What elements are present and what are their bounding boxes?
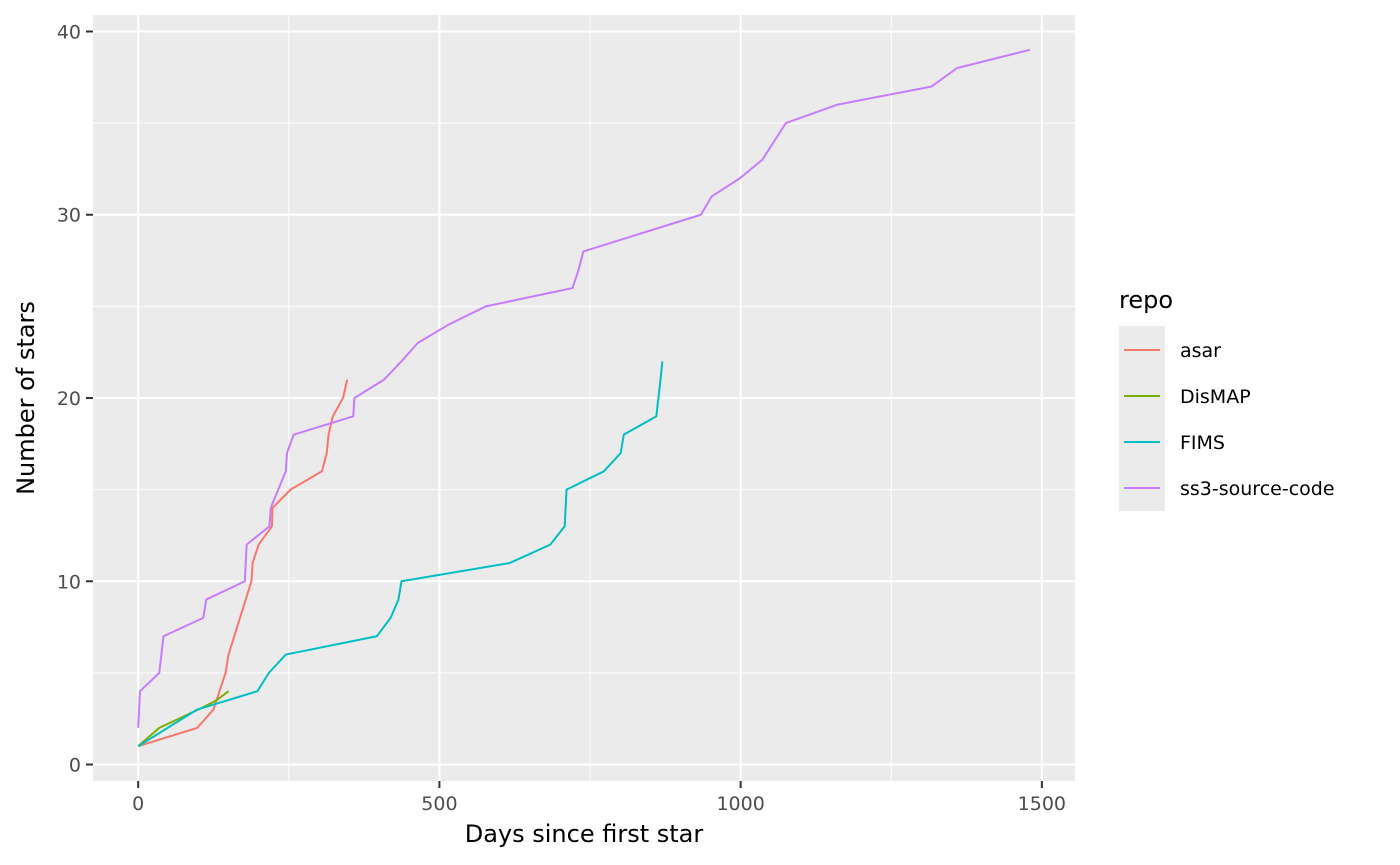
x-axis-title: Days since first star xyxy=(465,820,704,848)
legend: repo asar DisMAP FIMS ss3-source-code xyxy=(1119,286,1335,511)
series-line-fims xyxy=(137,361,664,748)
y-tick-label: 0 xyxy=(69,755,81,777)
x-axis: 0 500 1000 1500 xyxy=(132,781,1066,815)
x-tick-label: 1500 xyxy=(1018,793,1066,815)
x-tick-label: 0 xyxy=(132,793,144,815)
x-tick-label: 1000 xyxy=(716,793,764,815)
legend-title: repo xyxy=(1119,286,1173,314)
y-tick-label: 20 xyxy=(57,388,81,410)
y-tick-label: 40 xyxy=(57,21,81,43)
y-axis-title: Number of stars xyxy=(12,301,40,495)
y-tick-label: 10 xyxy=(57,571,81,593)
legend-items: asar DisMAP FIMS ss3-source-code xyxy=(1124,340,1335,500)
y-tick-label: 30 xyxy=(57,205,81,227)
series-line-asar xyxy=(137,379,349,748)
series-line-ss3-source-code xyxy=(137,48,1031,728)
legend-label-ss3-source-code: ss3-source-code xyxy=(1180,478,1335,500)
legend-label-asar: asar xyxy=(1180,340,1221,362)
series-lines xyxy=(137,48,1031,748)
legend-label-dismap: DisMAP xyxy=(1180,386,1251,408)
x-tick-label: 500 xyxy=(421,793,457,815)
y-axis: 0 10 20 30 40 xyxy=(57,21,93,777)
legend-keys-background xyxy=(1119,326,1165,511)
major-gridlines xyxy=(93,15,1075,781)
legend-label-fims: FIMS xyxy=(1180,432,1225,454)
